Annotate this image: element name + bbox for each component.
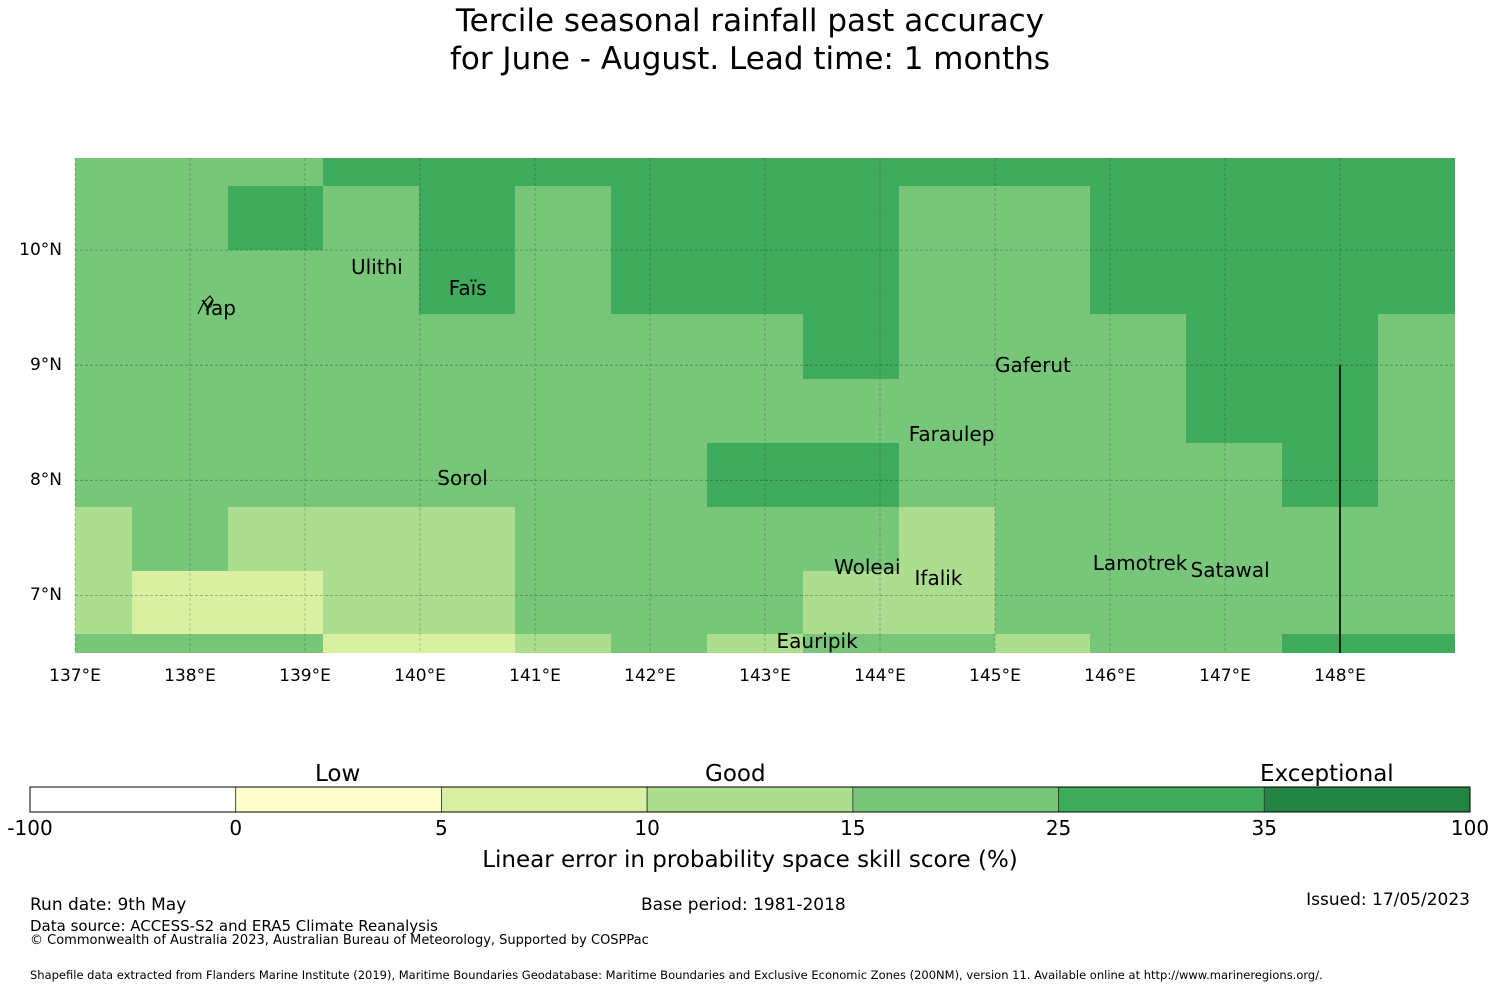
skill-cell	[1090, 186, 1455, 314]
skill-cell	[707, 634, 803, 653]
skill-cell	[1282, 443, 1378, 507]
yap-island-shape	[197, 295, 214, 315]
skill-cell	[515, 634, 611, 653]
copyright: © Commonwealth of Australia 2023, Austra…	[30, 933, 649, 948]
colorbar-tick-label: 100	[1450, 816, 1490, 840]
skill-cell	[1186, 314, 1378, 443]
colorbar-tick-label: 5	[435, 816, 448, 840]
issued-date: Issued: 17/05/2023	[1306, 890, 1470, 910]
chart-title: Tercile seasonal rainfall past accuracy …	[0, 2, 1500, 78]
title-line-1: Tercile seasonal rainfall past accuracy	[455, 3, 1045, 39]
x-tick-label: 146°E	[1084, 666, 1136, 686]
colorbar-segment	[29, 786, 237, 813]
skill-cell	[228, 186, 323, 250]
colorbar-segment	[1263, 786, 1471, 813]
y-tick-label: 10°N	[19, 240, 62, 261]
colorbar-tick-label: 35	[1251, 816, 1277, 840]
skill-cell	[803, 314, 899, 379]
colorbar-segment	[852, 786, 1059, 813]
x-tick-label: 139°E	[279, 666, 331, 686]
colorbar-tick-label: 0	[229, 816, 243, 840]
y-tick-label: 7°N	[29, 585, 62, 606]
skill-cell	[707, 443, 899, 507]
place-label: Ulithi	[351, 255, 403, 280]
category-good: Good	[705, 761, 766, 787]
colorbar-segment	[441, 786, 648, 813]
colorbar-segment	[646, 786, 854, 813]
place-label: Gaferut	[995, 353, 1071, 378]
category-exceptional: Exceptional	[1260, 761, 1394, 787]
colorbar-tick-label: 10	[634, 816, 660, 840]
x-tick-label: 142°E	[624, 666, 676, 686]
category-low: Low	[315, 761, 361, 787]
x-tick-label: 143°E	[739, 666, 791, 686]
place-label: Woleai	[834, 554, 901, 579]
skill-cell	[899, 507, 995, 634]
place-label: Yap	[201, 295, 236, 320]
place-label: Satawal	[1190, 558, 1270, 583]
colorbar-tick-label: 25	[1045, 816, 1072, 840]
x-tick-label: 141°E	[509, 666, 561, 686]
skill-cell	[994, 634, 1090, 653]
x-tick-label: 140°E	[394, 666, 446, 686]
data-source: Data source: ACCESS-S2 and ERA5 Climate …	[30, 917, 438, 935]
colorbar-tick-label: 15	[840, 816, 866, 840]
y-tick-label: 9°N	[29, 355, 62, 376]
skill-cell	[323, 634, 515, 653]
place-label: Faïs	[448, 276, 487, 301]
skill-cell	[1282, 634, 1455, 653]
x-tick-label: 138°E	[164, 666, 216, 686]
colorbar-frame	[29, 786, 1471, 813]
skill-cell	[323, 158, 995, 186]
skill-cell	[899, 634, 995, 653]
x-tick-label: 147°E	[1199, 666, 1251, 686]
skill-cell	[803, 571, 899, 634]
place-label: Faraulep	[908, 422, 995, 447]
skill-cell	[611, 186, 899, 314]
x-tick-label: 145°E	[969, 666, 1021, 686]
skill-cell	[132, 571, 323, 634]
x-tick-label: 137°E	[49, 666, 101, 686]
colorbar-segment	[1058, 786, 1265, 813]
shapefile-credit: Shapefile data extracted from Flanders M…	[30, 968, 1323, 982]
skill-cell	[994, 158, 1455, 186]
x-tick-label: 144°E	[854, 666, 906, 686]
place-label: Lamotrek	[1092, 551, 1188, 576]
base-period: Base period: 1981-2018	[641, 895, 846, 915]
x-tick-label: 148°E	[1314, 666, 1366, 686]
place-label: Eauripik	[776, 629, 858, 654]
y-tick-label: 8°N	[29, 470, 62, 491]
colorbar-segment	[235, 786, 442, 813]
colorbar-tick-label: -100	[7, 816, 53, 840]
title-line-2: for June - August. Lead time: 1 months	[449, 41, 1051, 77]
colorbar-label: Linear error in probability space skill …	[482, 847, 1018, 873]
run-date: Run date: 9th May	[30, 895, 187, 915]
skill-cell	[419, 186, 515, 314]
place-label: Sorol	[437, 466, 488, 491]
place-label: Ifalik	[914, 566, 963, 591]
skill-cell	[75, 507, 132, 634]
